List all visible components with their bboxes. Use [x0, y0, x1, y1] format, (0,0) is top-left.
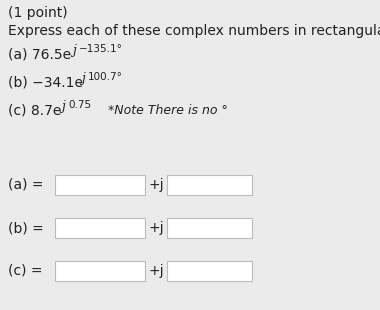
Text: j: j [61, 100, 65, 113]
Text: (b) =: (b) = [8, 221, 44, 235]
Text: (a) 76.5e: (a) 76.5e [8, 48, 71, 62]
Text: −135.1°: −135.1° [79, 44, 123, 54]
Text: +j: +j [149, 221, 165, 235]
FancyBboxPatch shape [167, 175, 252, 195]
Text: (b) −34.1e: (b) −34.1e [8, 76, 83, 90]
Text: Express each of these complex numbers in rectangular form: Express each of these complex numbers in… [8, 24, 380, 38]
Text: (1 point): (1 point) [8, 6, 68, 20]
Text: +j: +j [149, 178, 165, 192]
Text: 100.7°: 100.7° [88, 72, 123, 82]
Text: *Note There is no °: *Note There is no ° [100, 104, 228, 117]
Text: (a) =: (a) = [8, 178, 43, 192]
FancyBboxPatch shape [55, 261, 145, 281]
Text: j: j [81, 72, 85, 85]
FancyBboxPatch shape [167, 218, 252, 238]
Text: (c) 8.7e: (c) 8.7e [8, 104, 62, 118]
FancyBboxPatch shape [55, 175, 145, 195]
FancyBboxPatch shape [167, 261, 252, 281]
Text: 0.75: 0.75 [68, 100, 91, 110]
Text: j: j [72, 44, 76, 57]
Text: (c) =: (c) = [8, 264, 43, 278]
Text: +j: +j [149, 264, 165, 278]
FancyBboxPatch shape [55, 218, 145, 238]
